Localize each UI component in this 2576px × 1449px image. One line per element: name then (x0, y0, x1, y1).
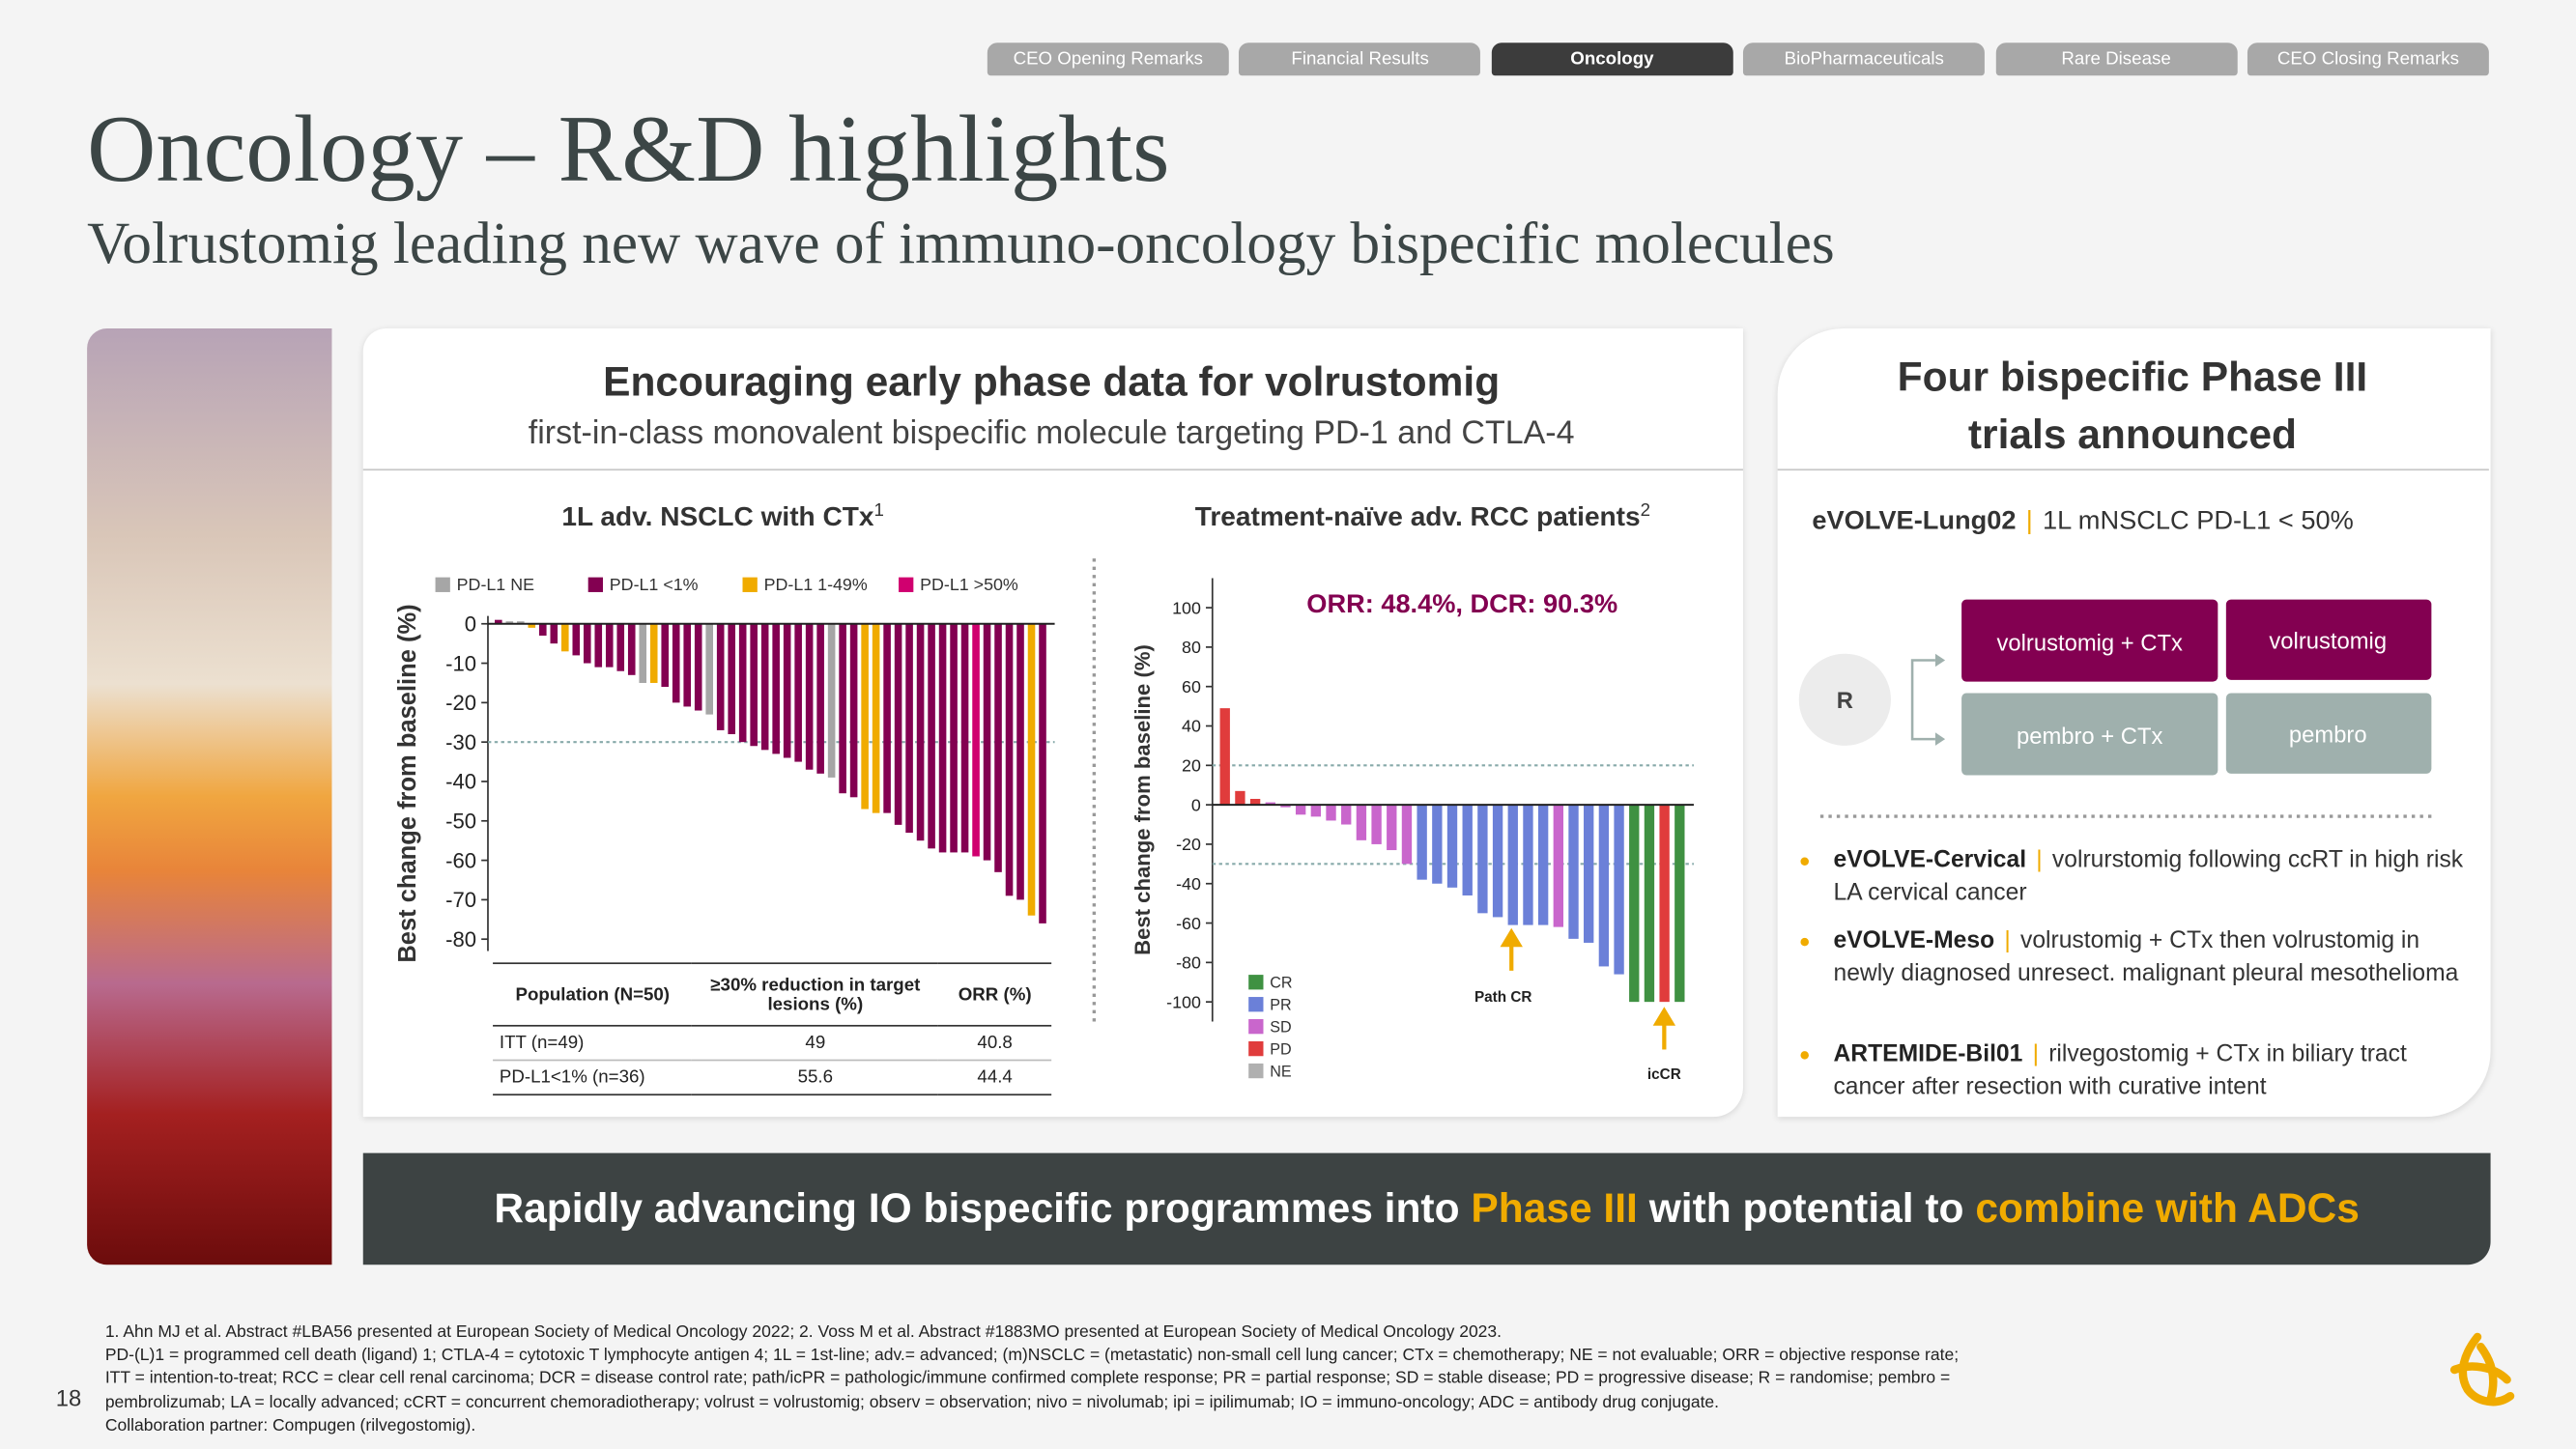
trial-name: eVOLVE-Cervical (1833, 847, 2027, 874)
banner: Rapidly advancing IO bispecific programm… (362, 1152, 2491, 1265)
trial-text: 1L mNSCLC PD-L1 < 50% (2042, 507, 2354, 536)
nav-tab[interactable]: BioPharmaceuticals (1743, 43, 1986, 76)
decorative-image (87, 328, 332, 1265)
separator: | (2032, 1040, 2040, 1068)
bullet (1800, 937, 1809, 947)
slide-title: Oncology – R&D highlights (87, 97, 1169, 202)
trial-bullet: eVOLVE-Cervical | volrurstomig following c… (1800, 846, 2476, 910)
nav-tab[interactable]: Financial Results (1239, 43, 1481, 76)
trial-bullet: eVOLVE-Meso | volrustomig + CTx then volru… (1800, 926, 2476, 990)
footnote: 1. Ahn MJ et al. Abstract #LBA56 present… (104, 1323, 1503, 1343)
footnote: PD-(L)1 = programmed cell death (ligand)… (104, 1347, 1960, 1366)
trial-name: eVOLVE-Lung02 (1812, 507, 2017, 536)
nav-tab[interactable]: CEO Opening Remarks (987, 43, 1229, 76)
table-header-cell: ORR (%) (958, 984, 1032, 1005)
banner-text: with potential to (1637, 1185, 1976, 1233)
table-cell: PD-L1<1% (n=36) (499, 1067, 645, 1088)
footnote: Collaboration partner: Compugen (rilvego… (104, 1416, 476, 1435)
separator: | (2036, 847, 2043, 874)
logo-stroke (2458, 1332, 2515, 1406)
trial-text: rilvegostomig + CTx in biliary tract can… (1833, 1040, 2407, 1100)
table-cell: 40.8 (977, 1033, 1013, 1053)
trial-name: ARTEMIDE-Bil01 (1833, 1040, 2023, 1068)
table-row: PD-L1<1% (n=36) 55.6 44.4 (493, 1061, 1052, 1095)
slide-subtitle: Volrustomig leading new wave of immuno-o… (87, 211, 1835, 276)
trial-text: volrurstomig following ccRT in high risk… (1833, 847, 2464, 906)
trial-text: volrustomig + CTx then volrustomig in ne… (1833, 927, 2459, 987)
table-header: Population (N=50) ≥30% reduction in targ… (493, 963, 1052, 1026)
table-cell: ITT (n=49) (499, 1033, 585, 1053)
footnote: pembrolizumab; LA = locally advanced; cC… (104, 1393, 1720, 1412)
table-header-cell: ≥30% reduction in target lesions (%) (710, 975, 921, 1014)
table-header-cell: Population (N=50) (515, 984, 671, 1005)
separator: | (2025, 507, 2033, 536)
nav-tab[interactable]: Rare Disease (1995, 43, 2238, 76)
table-cell: 44.4 (977, 1067, 1013, 1088)
trial-bullet: ARTEMIDE-Bil01 | rilvegostomig + CTx in bi… (1800, 1039, 2476, 1103)
table-cell: 55.6 (797, 1067, 834, 1088)
data-card (362, 328, 1743, 1118)
logo-stroke (2449, 1362, 2511, 1384)
separator: | (2004, 927, 2011, 954)
trials-card (1777, 328, 2491, 1118)
nav-tab[interactable]: CEO Closing Remarks (2247, 43, 2489, 76)
banner-text: Phase III (1471, 1185, 1638, 1233)
table: Population (N=50) ≥30% reduction in targ… (493, 962, 1052, 1095)
table-row: ITT (n=49) 49 40.8 (493, 1026, 1052, 1061)
logo-stroke (2476, 1342, 2498, 1404)
table-cell: 49 (805, 1033, 826, 1053)
footnotes: 1. Ahn MJ et al. Abstract #LBA56 present… (105, 1322, 1959, 1439)
page-number: 18 (55, 1384, 82, 1411)
trial-name: eVOLVE-Meso (1833, 927, 1995, 954)
bullet (1800, 1051, 1809, 1060)
footnote: ITT = intention-to-treat; RCC = clear ce… (104, 1370, 1951, 1389)
banner-text: combine with ADCs (1975, 1185, 2360, 1233)
data-table: Population (N=50) ≥30% reduction in targ… (493, 962, 1052, 1095)
logo (2449, 1332, 2515, 1406)
lead-trial: eVOLVE-Lung02 | 1L mNSCLC PD-L1 < 50% (1812, 507, 2353, 537)
nav-tab[interactable]: Oncology (1491, 43, 1733, 76)
bullet (1800, 857, 1809, 867)
banner-text: Rapidly advancing IO bispecific programm… (494, 1185, 1472, 1233)
